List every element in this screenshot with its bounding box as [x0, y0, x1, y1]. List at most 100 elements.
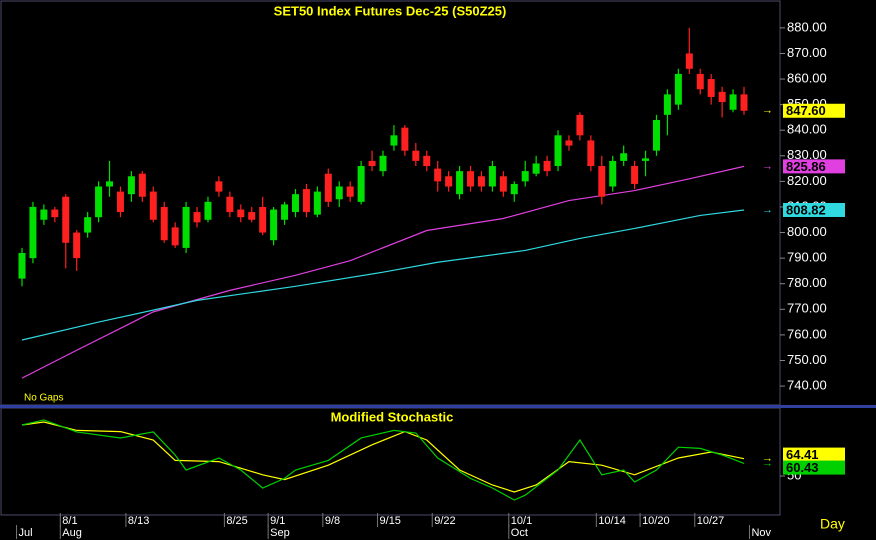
candle-body [685, 53, 693, 69]
candle-body [412, 150, 420, 161]
candle-body [237, 209, 245, 218]
candle-body [291, 194, 299, 213]
candle-body [346, 186, 354, 197]
candle-body [587, 140, 595, 167]
candle-body [423, 155, 431, 167]
candle-body [127, 176, 135, 195]
price-end-label: 847.60 [786, 103, 826, 118]
candle-body [182, 206, 190, 248]
candle-body [434, 168, 442, 182]
candle-body [259, 206, 267, 233]
day-tick-label: 10/20 [642, 515, 670, 527]
chart-title: SET50 Index Futures Dec-25 (S50Z25) [274, 3, 507, 18]
note: No Gaps [24, 393, 63, 404]
price-end-box [783, 159, 845, 174]
month-tick-label: Jul [19, 527, 33, 539]
price-end-box [783, 103, 845, 118]
candle-body [609, 160, 617, 187]
candle-body [40, 209, 48, 220]
candle-body [729, 94, 737, 110]
candle-body [718, 91, 726, 103]
price-end-box [783, 202, 845, 217]
candle-body [740, 94, 748, 111]
indicator-title: Modified Stochastic [331, 409, 454, 424]
y-tick-label: 840.00 [787, 122, 827, 137]
y-tick-label: 770.00 [787, 301, 827, 316]
day-tick-label: 10/1 [511, 515, 532, 527]
y-tick-label: 860.00 [787, 70, 827, 85]
price-end-arrow: → [762, 105, 773, 117]
indicator-end-arrow: → [762, 457, 773, 469]
candle-body [652, 119, 660, 151]
month-tick-label: Sep [270, 527, 290, 539]
day-tick-label: 8/1 [62, 515, 77, 527]
y-tick-label: 760.00 [787, 326, 827, 341]
candle-body [663, 94, 671, 115]
candle-body [215, 181, 223, 192]
candle-body [248, 212, 256, 220]
price-end-label: 825.86 [786, 159, 826, 174]
candle-body [696, 73, 704, 90]
day-tick-label: 9/22 [434, 515, 455, 527]
y-tick-label: 750.00 [787, 352, 827, 367]
candle-body [171, 227, 179, 246]
y-tick-label: 780.00 [787, 275, 827, 290]
period: Day [820, 516, 845, 532]
candle-body [620, 153, 628, 161]
candle-body [390, 135, 398, 146]
candle-body [62, 196, 70, 243]
candle-body [554, 135, 562, 167]
candle-body [324, 173, 332, 202]
price-end-label: 808.82 [786, 202, 826, 217]
candle-body [149, 191, 157, 220]
indicator-end-label: 60.43 [786, 460, 819, 475]
candle-body [138, 173, 146, 197]
candle-body [598, 166, 606, 197]
candle-body [467, 171, 475, 187]
day-tick-label: 8/25 [226, 515, 247, 527]
candle-body [499, 176, 507, 192]
candle-body [18, 253, 26, 279]
candle-body [29, 206, 37, 259]
month-tick-label: Aug [62, 527, 82, 539]
candle-body [281, 204, 289, 220]
candle-body [302, 189, 310, 213]
candle-body [160, 206, 168, 241]
day-tick-label: 10/27 [697, 515, 725, 527]
indicator-end-box [783, 447, 845, 462]
candle-body [226, 196, 234, 213]
day-tick-label: 9/15 [380, 515, 401, 527]
moving-average [21, 209, 745, 341]
candle-body [532, 163, 540, 174]
candle-body [543, 160, 551, 172]
day-tick-label: 8/13 [128, 515, 149, 527]
indicator-end-arrow: → [762, 453, 773, 465]
candle-body [84, 217, 92, 233]
price-end-arrow: → [762, 160, 773, 172]
candle-body [357, 166, 365, 202]
day-tick-label: 9/1 [270, 515, 285, 527]
candle-body [445, 176, 453, 187]
indicator-end-box [783, 460, 845, 475]
y-tick-label: 820.00 [787, 173, 827, 188]
candle-body [521, 171, 529, 182]
candle-body [95, 186, 103, 218]
y-tick-label: 800.00 [787, 224, 827, 239]
indicator-end-label: 64.41 [786, 447, 819, 462]
candle-body [477, 176, 485, 187]
candle-body [106, 181, 114, 187]
day-tick-label: 10/14 [598, 515, 626, 527]
y-tick-label: 880.00 [787, 19, 827, 34]
candle-body [631, 166, 639, 184]
candle-body [51, 209, 59, 218]
day-tick-label: 9/8 [325, 515, 340, 527]
candle-body [456, 171, 464, 195]
y-tick-label: 790.00 [787, 250, 827, 265]
candle-body [707, 79, 715, 97]
candle-body [335, 186, 343, 200]
month-tick-label: Nov [751, 527, 771, 539]
candle-body [674, 73, 682, 105]
candle-body [576, 114, 584, 136]
